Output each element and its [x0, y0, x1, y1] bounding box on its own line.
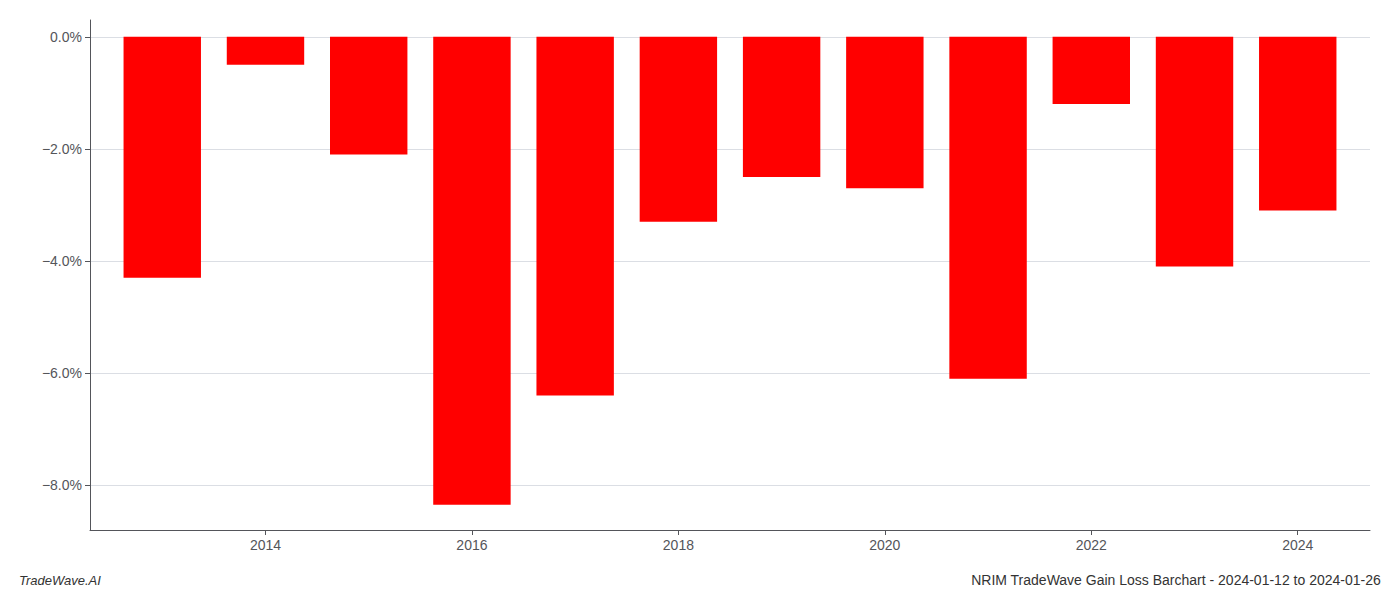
svg-text:−2.0%: −2.0%	[42, 141, 82, 157]
svg-text:0.0%: 0.0%	[50, 29, 82, 45]
svg-text:TradeWave.AI: TradeWave.AI	[19, 573, 101, 588]
svg-text:−4.0%: −4.0%	[42, 253, 82, 269]
svg-text:2016: 2016	[456, 537, 487, 553]
svg-text:2014: 2014	[250, 537, 281, 553]
svg-text:2018: 2018	[663, 537, 694, 553]
svg-text:2022: 2022	[1076, 537, 1107, 553]
svg-text:NRIM TradeWave Gain Loss Barch: NRIM TradeWave Gain Loss Barchart - 2024…	[971, 572, 1381, 588]
svg-text:2020: 2020	[869, 537, 900, 553]
svg-text:−8.0%: −8.0%	[42, 477, 82, 493]
svg-text:−6.0%: −6.0%	[42, 365, 82, 381]
svg-text:2024: 2024	[1282, 537, 1313, 553]
